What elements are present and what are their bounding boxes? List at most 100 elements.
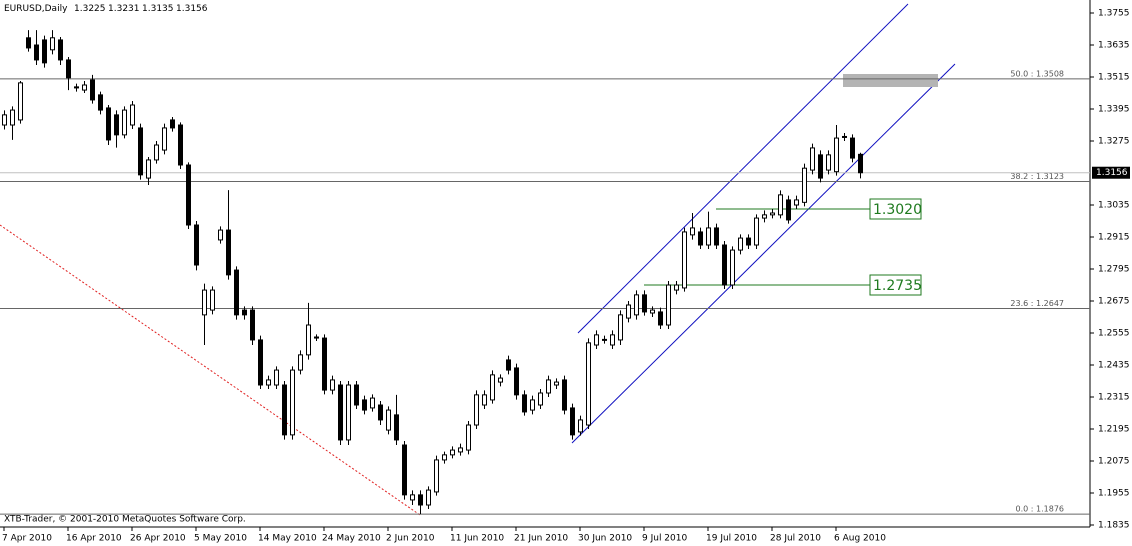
candle-body [858,153,863,174]
candle-body [258,339,263,386]
chart-title: EURUSD,Daily 1.3225 1.3231 1.3135 1.3156 [4,4,208,14]
candle-body [482,394,487,406]
y-tick-label: 1.3515 [1098,73,1130,83]
candle-body [266,379,271,386]
y-tick-label: 1.3035 [1098,201,1130,211]
candle-body [730,249,735,286]
candle-body [122,109,127,136]
candle-body [578,419,583,433]
low-value: 1.3135 [142,4,174,14]
candle-body [250,309,255,341]
candle-body [378,404,383,421]
candle-body [522,394,527,413]
fib-label: 38.2 : 1.3123 [1010,172,1064,181]
candle-body [458,447,463,453]
x-tick-label: 30 Jun 2010 [578,534,632,544]
candle-body [194,224,199,266]
candle-body [130,104,135,126]
candle-body [770,212,775,216]
candle-body [594,334,599,346]
candle-body [818,154,823,179]
candle-body [506,359,511,371]
candle-body [666,284,671,326]
candle-body [586,342,591,426]
candle-body [138,127,143,176]
candle-body [314,336,319,339]
target-zone [843,74,938,87]
x-tick-label: 21 Jun 2010 [514,534,568,544]
y-tick-label: 1.1955 [1098,489,1130,499]
candle-body [466,424,471,451]
candle-body [42,39,47,64]
level-label: 1.3020 [873,202,922,218]
high-value: 1.3231 [108,4,140,14]
candle-body [282,384,287,436]
candle-body [626,304,631,319]
candle-body [354,384,359,406]
y-tick-label: 1.2075 [1098,457,1130,467]
fib-label: 23.6 : 1.2647 [1010,299,1064,308]
candle-body [722,244,727,286]
candle-body [322,337,327,391]
open-value: 1.3225 [74,4,106,14]
candle-body [98,94,103,111]
candle-body [66,59,71,79]
candle-body [826,154,831,171]
x-tick-label: 28 Jul 2010 [770,534,821,544]
candle-body [474,394,479,426]
candle-body [618,314,623,341]
x-tick-label: 5 May 2010 [194,534,247,544]
candle-body [810,147,815,171]
candle-body [34,44,39,61]
candle-body [554,381,559,386]
x-tick-label: 24 May 2010 [322,534,381,544]
candle-body [442,454,447,461]
fib-label: 0.0 : 1.1876 [1016,505,1065,514]
candle-body [498,377,503,383]
x-tick-label: 7 Apr 2010 [2,534,52,544]
candle-body [434,459,439,493]
x-tick-label: 16 Apr 2010 [66,534,122,544]
y-tick-label: 1.2195 [1098,425,1130,435]
y-tick-label: 1.3635 [1098,41,1130,51]
candle-body [290,369,295,436]
candle-body [682,231,687,289]
candle-body [170,119,175,129]
candle-body [610,334,615,346]
candle-body [306,324,311,356]
candle-body [146,159,151,179]
level-box [869,274,922,296]
candle-body [394,414,399,441]
candle-body [698,231,703,246]
candle-body [642,294,647,313]
y-tick-label: 1.3395 [1098,105,1130,115]
candle-body [26,37,31,49]
candle-body [658,311,663,326]
candle-body [82,84,87,91]
candle-body [210,289,215,311]
candle-body [362,399,367,411]
candle-body [538,392,543,406]
candle-body [418,494,423,506]
y-tick-label: 1.3275 [1098,137,1130,147]
symbol: EURUSD,Daily [4,4,68,14]
candle-body [842,135,847,138]
candle-body [690,227,695,236]
y-tick-label: 1.2675 [1098,297,1130,307]
candle-body [154,144,159,161]
fib-label: 50.0 : 1.3508 [1010,69,1064,78]
drawings [0,3,956,516]
candle-body [706,227,711,246]
candle-body [242,309,247,316]
candle-body [674,284,679,291]
channel-lower [571,63,956,444]
candle-body [426,489,431,506]
candle-body [402,444,407,496]
candle-body [50,37,55,51]
y-tick-label: 1.2435 [1098,361,1130,371]
price-box [1092,166,1130,179]
candle-body [738,237,743,251]
candle-body [226,229,231,276]
x-tick-label: 6 Aug 2010 [834,534,886,544]
candle-body [450,449,455,456]
